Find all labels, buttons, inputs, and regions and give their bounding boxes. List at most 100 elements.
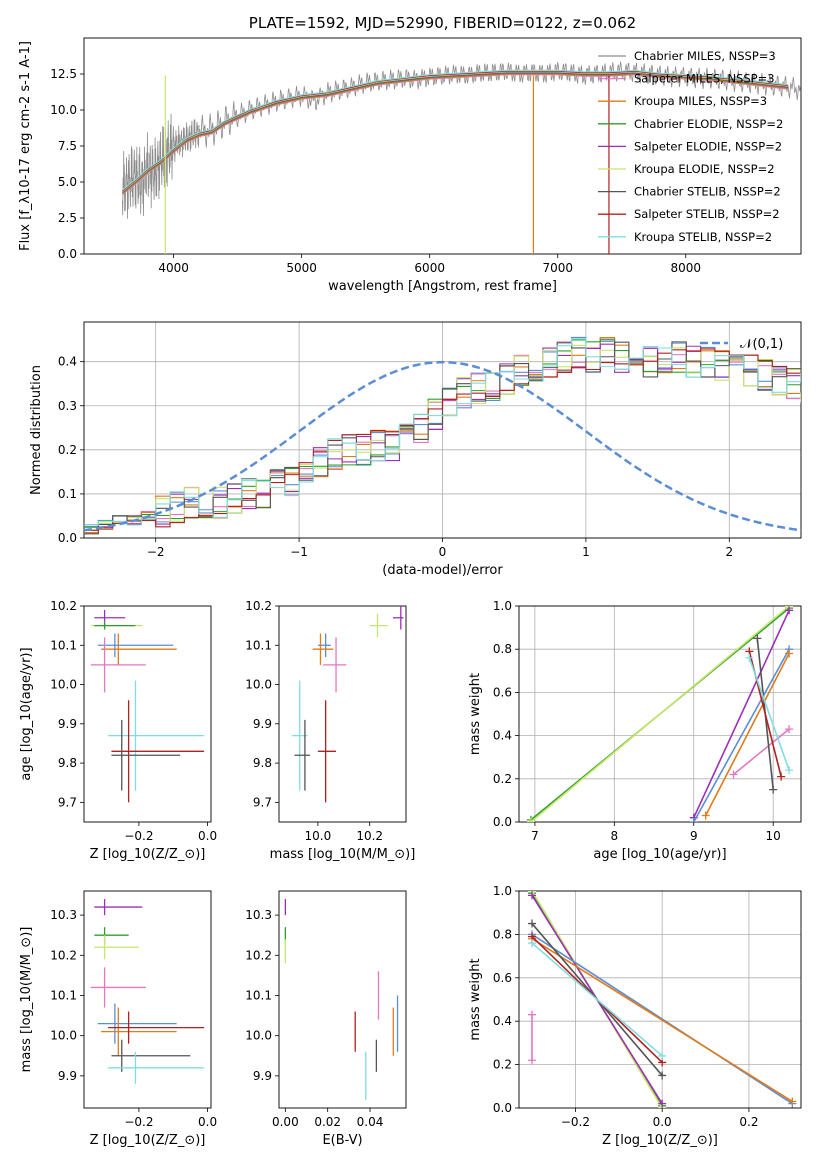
errorbar-point: [111, 719, 181, 791]
x-tick-label: 8: [611, 829, 619, 843]
weight-series: [729, 725, 794, 779]
errorbar-point: [393, 606, 404, 630]
x-tick-label: 4000: [158, 261, 189, 275]
weight-line: [531, 942, 663, 1057]
y-tick-label: 10.2: [50, 599, 77, 613]
weight-marker: [769, 785, 778, 794]
y-tick-label: 9.8: [253, 756, 272, 770]
errorbar-point: [111, 1039, 191, 1072]
model-spectrum-line: [122, 69, 789, 191]
weight-marker: [689, 818, 698, 822]
x-tick-label: 6000: [414, 261, 445, 275]
x-tick-label: 7: [531, 829, 539, 843]
legend-entry: Kroupa STELIB, NSSP=2: [634, 230, 772, 244]
y-tick-label: 0.0: [58, 247, 77, 261]
x-tick-label: 10.2: [356, 829, 383, 843]
y-tick-label: 10.3: [50, 908, 77, 922]
errorbar-point: [101, 1007, 177, 1056]
x-tick-label: 0.0: [653, 1115, 672, 1129]
legend-entry: Kroupa MILES, NSSP=3: [634, 94, 767, 108]
weight-marker: [785, 649, 794, 658]
x-tick-label: 2: [725, 545, 733, 559]
weight-series: [745, 653, 794, 775]
x-tick-label: 10.0: [305, 829, 332, 843]
y-tick-label: 10.2: [245, 948, 272, 962]
weight-marker: [785, 766, 794, 775]
weight-series: [528, 939, 667, 1060]
x-axis-label: Z [log_10(Z/Z_⊙)]: [90, 1133, 206, 1148]
x-tick-label: 0.04: [357, 1115, 384, 1129]
x-tick-label: −1: [290, 545, 308, 559]
y-tick-label: 9.9: [253, 1069, 272, 1083]
weight-marker: [745, 653, 754, 662]
x-axis-label: mass [log_10(M/M_⊙)]: [270, 847, 416, 862]
axes-frame: [83, 605, 212, 823]
errorbar-point: [94, 609, 126, 626]
errorbar-point: [312, 633, 334, 665]
y-tick-label: 0.8: [493, 642, 512, 656]
weight-marker: [785, 606, 794, 615]
y-axis-label: mass [log_10(M/M_⊙)]: [19, 927, 34, 1073]
y-tick-label: 9.8: [58, 756, 77, 770]
histogram-step: [84, 341, 801, 535]
errorbar-point: [369, 613, 388, 638]
y-tick-label: 10.1: [50, 988, 77, 1002]
weight-marker: [785, 725, 794, 734]
age-vs-metallicity-chart: −0.2 0.0 9.7 9.8 9.9 10.0 10.1 10.2 Z [log_10(Z/…: [19, 599, 217, 862]
errorbar-point: [94, 927, 129, 944]
histogram-step: [84, 338, 801, 526]
x-axis-label: age [log_10(age/yr)]: [593, 847, 726, 862]
weight-series: [689, 606, 794, 822]
weight-marker: [528, 1010, 537, 1019]
weight-line: [531, 938, 793, 1103]
axes-frame: [278, 890, 407, 1109]
errorbar-point: [94, 621, 136, 630]
legend-entry: Chabrier STELIB, NSSP=2: [634, 185, 781, 199]
weight-marker: [528, 1056, 537, 1065]
y-tick-label: 10.0: [50, 678, 77, 692]
spectrum-chart: 4000 5000 6000 7000 8000 0.0 2.5 5.0 7.5 10.0 12.5…: [18, 14, 802, 294]
weight-line: [693, 648, 790, 822]
x-tick-label: −2: [147, 545, 165, 559]
weight-marker: [788, 1097, 797, 1106]
errorbar-point: [317, 700, 337, 803]
errorbar-point: [101, 633, 177, 665]
weight-line: [732, 728, 790, 776]
y-axis-label: Normed distribution: [29, 365, 44, 495]
legend-entry: Chabrier ELODIE, NSSP=2: [634, 117, 783, 131]
y-tick-label: 0.6: [493, 971, 512, 985]
legend-entry: Kroupa ELODIE, NSSP=2: [634, 162, 775, 176]
y-tick-label: 5.0: [58, 175, 77, 189]
errorbar-point: [108, 1051, 205, 1084]
y-tick-label: 12.5: [50, 67, 77, 81]
errorbar-point: [97, 1003, 177, 1044]
y-tick-label: 0.6: [493, 685, 512, 699]
weight-line: [704, 653, 790, 816]
x-tick-label: −0.2: [561, 1115, 590, 1129]
errorbar-point: [94, 899, 143, 916]
y-tick-label: 0.4: [58, 355, 77, 369]
x-tick-label: −0.2: [124, 829, 153, 843]
y-tick-label: 2.5: [58, 211, 77, 225]
age-vs-mass-chart: 10.0 10.2 9.7 9.8 9.9 10.0 10.1 10.2 mass [log_1…: [245, 599, 415, 862]
weight-marker: [777, 772, 786, 781]
errorbar-point: [108, 1011, 205, 1044]
y-tick-label: 10.1: [245, 988, 272, 1002]
y-tick-label: 0.4: [493, 1014, 512, 1028]
legend-entry: Salpeter MILES, NSSP=3: [634, 72, 775, 86]
legend-entry: Chabrier MILES, NSSP=3: [634, 49, 776, 63]
legend-entry: Salpeter ELODIE, NSSP=2: [634, 139, 782, 153]
y-axis-label: mass weight: [468, 958, 483, 1040]
y-tick-label: 7.5: [58, 139, 77, 153]
axes-frame: [278, 605, 407, 823]
x-axis-label: Z [log_10(Z/Z_⊙)]: [602, 1133, 718, 1148]
y-tick-label: 10.1: [50, 638, 77, 652]
mass-vs-ebv-chart: 0.00 0.02 0.04 9.9 10.0 10.1 10.2 10.3 E(B-V): [245, 890, 407, 1148]
model-spectrum-line: [122, 71, 789, 192]
errorbar-point: [90, 637, 146, 693]
weight-marker: [701, 811, 710, 820]
y-tick-label: 10.0: [50, 1029, 77, 1043]
y-axis-label: Flux [f_λ10-17 erg cm-2 s-1 A-1]: [18, 41, 33, 251]
weight-marker: [528, 891, 537, 900]
